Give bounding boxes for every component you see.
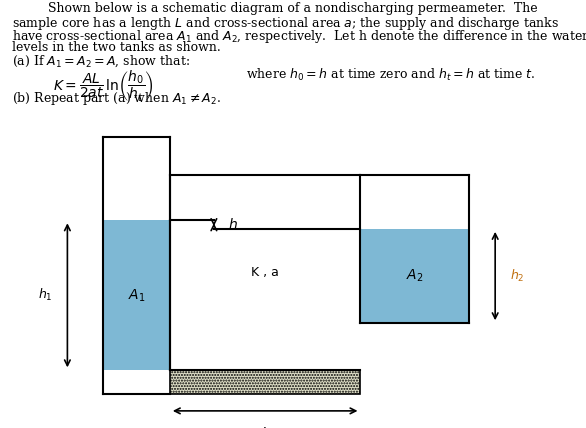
Text: K , a: K , a	[251, 266, 279, 279]
Text: Shown below is a schematic diagram of a nondischarging permeameter.  The: Shown below is a schematic diagram of a …	[48, 2, 538, 15]
Text: $L$: $L$	[261, 426, 270, 428]
Text: sample core has a length $L$ and cross-sectional area $a$; the supply and discha: sample core has a length $L$ and cross-s…	[12, 15, 559, 32]
Bar	[103, 220, 170, 370]
Bar	[170, 370, 360, 394]
Text: levels in the two tanks as shown.: levels in the two tanks as shown.	[12, 41, 220, 54]
Text: $h_2$: $h_2$	[510, 268, 524, 284]
Text: have cross-sectional area $A_1$ and $A_2$, respectively.  Let h denote the diffe: have cross-sectional area $A_1$ and $A_2…	[12, 28, 586, 45]
Text: $h_1$: $h_1$	[38, 287, 53, 303]
Text: where $h_0 = h$ at time zero and $h_t = h$ at time $t$.: where $h_0 = h$ at time zero and $h_t = …	[246, 67, 536, 83]
Text: $A_2$: $A_2$	[406, 268, 423, 284]
Text: $K = \dfrac{AL}{2at}\,\ln\!\left(\dfrac{h_0}{h_t}\right)$: $K = \dfrac{AL}{2at}\,\ln\!\left(\dfrac{…	[53, 69, 154, 104]
Text: (a) If $A_1 = A_2 = A$, show that:: (a) If $A_1 = A_2 = A$, show that:	[12, 54, 190, 69]
Text: h: h	[229, 218, 237, 232]
Bar	[360, 229, 469, 323]
Text: (b) Repeat part (a) when $A_1 \neq A_2$.: (b) Repeat part (a) when $A_1 \neq A_2$.	[12, 90, 221, 107]
Text: $A_1$: $A_1$	[128, 287, 145, 303]
